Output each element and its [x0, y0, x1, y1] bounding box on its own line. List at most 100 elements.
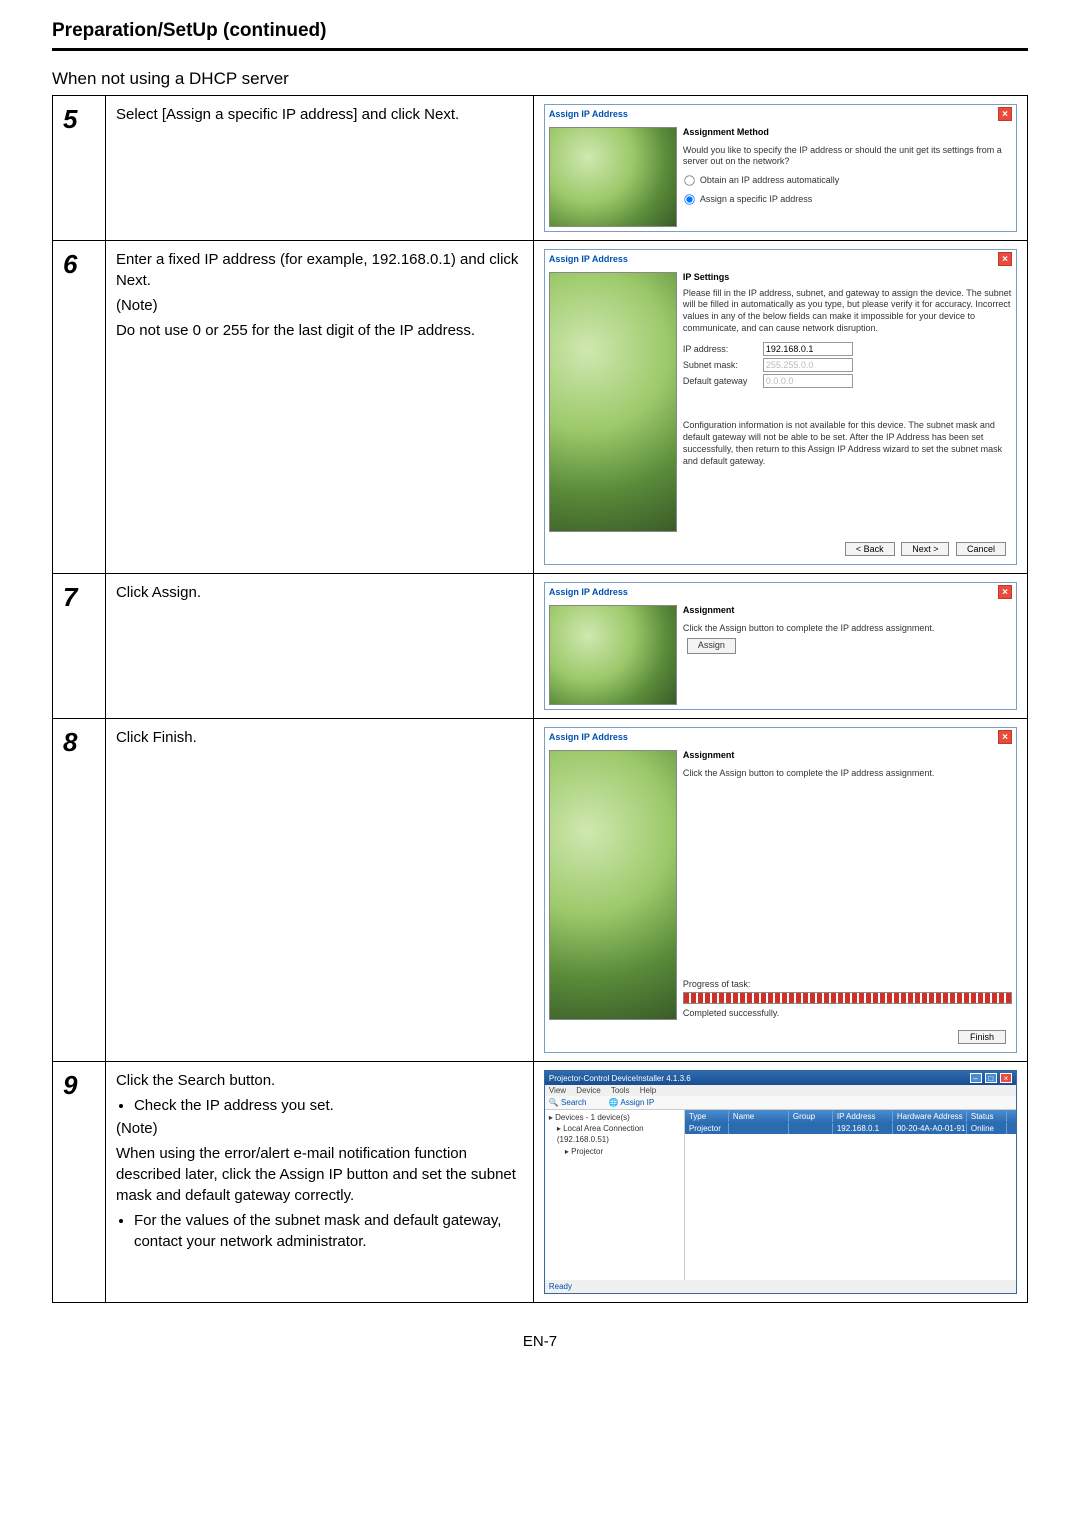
dialog-description: Click the Assign button to complete the … [683, 768, 1012, 780]
col-group[interactable]: Group [789, 1111, 833, 1122]
tree-root[interactable]: ▸ Devices - 1 device(s) [549, 1112, 680, 1123]
steps-table: 5 Select [Assign a specific IP address] … [52, 95, 1028, 1303]
step5-text: Select [Assign a specific IP address] an… [116, 104, 523, 125]
table-row: 9 Click the Search button. Check the IP … [53, 1062, 1028, 1303]
grid-header: Type Name Group IP Address Hardware Addr… [685, 1110, 1016, 1123]
step-screenshot: Assign IP Address × Assignment Click the… [533, 719, 1027, 1062]
ip-input[interactable] [763, 342, 853, 356]
subnet-label: Subnet mask: [683, 360, 763, 372]
config-warning: Configuration information is not availab… [683, 420, 1012, 467]
ip-label: IP address: [683, 344, 763, 356]
dialog-title: Assign IP Address [549, 587, 628, 597]
dialog-assign-ip: Assign IP Address × Assignment Click the… [544, 582, 1017, 710]
note-text: Do not use 0 or 255 for the last digit o… [116, 320, 523, 341]
cell-name [729, 1123, 789, 1134]
dialog-heading: IP Settings [683, 272, 729, 282]
dialog-heading: Assignment [683, 750, 735, 760]
step-number: 9 [53, 1062, 106, 1303]
dialog-title: Assign IP Address [549, 109, 628, 119]
progress-bar [683, 992, 1012, 1004]
dialog-description: Would you like to specify the IP address… [683, 145, 1012, 168]
step-screenshot: Projector-Control DeviceInstaller 4.1.3.… [533, 1062, 1027, 1303]
assign-ip-button[interactable]: 🌐 Assign IP [609, 1098, 665, 1107]
dialog-illustration [549, 127, 677, 227]
gateway-label: Default gateway [683, 376, 763, 388]
menu-help[interactable]: Help [640, 1086, 656, 1095]
step-screenshot: Assign IP Address × Assignment Method Wo… [533, 96, 1027, 241]
step9-line1: Click the Search button. [116, 1070, 523, 1091]
completed-text: Completed successfully. [683, 1008, 1012, 1020]
dialog-description: Click the Assign button to complete the … [683, 623, 1012, 635]
step-number: 7 [53, 574, 106, 719]
close-icon[interactable]: × [1000, 1073, 1012, 1083]
tree-connection[interactable]: ▸ Local Area Connection (192.168.0.51) [549, 1123, 680, 1145]
note-label: (Note) [116, 1118, 523, 1139]
assign-button[interactable]: Assign [687, 638, 736, 654]
step-instruction: Select [Assign a specific IP address] an… [105, 96, 533, 241]
page-title: Preparation/SetUp (continued) [52, 20, 1028, 42]
back-button[interactable]: < Back [845, 542, 895, 556]
dialog-heading: Assignment [683, 605, 735, 615]
close-icon[interactable]: × [998, 107, 1012, 121]
next-button[interactable]: Next > [901, 542, 949, 556]
dialog-title: Assign IP Address [549, 732, 628, 742]
cell-group [789, 1123, 833, 1134]
step-instruction: Click Assign. [105, 574, 533, 719]
cancel-button[interactable]: Cancel [956, 542, 1006, 556]
col-status[interactable]: Status [967, 1111, 1007, 1122]
cell-hw: 00-20-4A-A0-01-91 [893, 1123, 967, 1134]
step-number: 8 [53, 719, 106, 1062]
cell-type: Projector [685, 1123, 729, 1134]
step-instruction: Click Finish. [105, 719, 533, 1062]
menu-device[interactable]: Device [576, 1086, 600, 1095]
progress-label: Progress of task: [683, 979, 1012, 991]
maximize-icon[interactable]: □ [985, 1073, 997, 1083]
dialog-title: Assign IP Address [549, 254, 628, 264]
device-tree: ▸ Devices - 1 device(s) ▸ Local Area Con… [545, 1110, 685, 1280]
step9-bullet2: For the values of the subnet mask and de… [134, 1210, 523, 1252]
menu-view[interactable]: View [549, 1086, 566, 1095]
table-row: 7 Click Assign. Assign IP Address × Assi… [53, 574, 1028, 719]
grid-row[interactable]: Projector 192.168.0.1 00-20-4A-A0-01-91 … [685, 1123, 1016, 1134]
dialog-illustration [549, 605, 677, 705]
close-icon[interactable]: × [998, 730, 1012, 744]
device-grid: Type Name Group IP Address Hardware Addr… [685, 1110, 1016, 1280]
col-type[interactable]: Type [685, 1111, 729, 1122]
step-screenshot: Assign IP Address × Assignment Click the… [533, 574, 1027, 719]
note-label: (Note) [116, 295, 523, 316]
menu-tools[interactable]: Tools [611, 1086, 630, 1095]
dialog-illustration [549, 272, 677, 532]
col-hw[interactable]: Hardware Address [893, 1111, 967, 1122]
col-name[interactable]: Name [729, 1111, 789, 1122]
close-icon[interactable]: × [998, 252, 1012, 266]
step-instruction: Enter a fixed IP address (for example, 1… [105, 241, 533, 574]
radio-obtain-auto[interactable]: Obtain an IP address automatically [683, 175, 839, 185]
minimize-icon[interactable]: – [970, 1073, 982, 1083]
col-ip[interactable]: IP Address [833, 1111, 893, 1122]
app-title: Projector-Control DeviceInstaller 4.1.3.… [549, 1074, 691, 1083]
table-row: 8 Click Finish. Assign IP Address × Assi… [53, 719, 1028, 1062]
dialog-assign-ip: Assign IP Address × Assignment Click the… [544, 727, 1017, 1053]
menu-bar: View Device Tools Help [545, 1085, 1016, 1096]
search-button[interactable]: 🔍 Search [549, 1098, 597, 1107]
toolbar: 🔍 Search 🌐 Assign IP [545, 1096, 1016, 1110]
dialog-heading: Assignment Method [683, 127, 769, 137]
step7-text: Click Assign. [116, 582, 523, 603]
radio-assign-specific[interactable]: Assign a specific IP address [683, 194, 812, 204]
step6-text: Enter a fixed IP address (for example, 1… [116, 249, 523, 291]
title-rule [52, 48, 1028, 51]
status-bar: Ready [545, 1280, 1016, 1293]
step8-text: Click Finish. [116, 727, 523, 748]
table-row: 5 Select [Assign a specific IP address] … [53, 96, 1028, 241]
close-icon[interactable]: × [998, 585, 1012, 599]
window-buttons: – □ × [969, 1073, 1012, 1083]
step9-bullet1: Check the IP address you set. [134, 1095, 523, 1116]
dialog-description: Please fill in the IP address, subnet, a… [683, 288, 1012, 335]
dialog-assign-ip: Assign IP Address × Assignment Method Wo… [544, 104, 1017, 232]
page-number: EN-7 [52, 1333, 1028, 1350]
subnet-input[interactable] [763, 358, 853, 372]
finish-button[interactable]: Finish [958, 1030, 1006, 1044]
step-number: 6 [53, 241, 106, 574]
tree-projector[interactable]: ▸ Projector [549, 1146, 680, 1157]
gateway-input[interactable] [763, 374, 853, 388]
